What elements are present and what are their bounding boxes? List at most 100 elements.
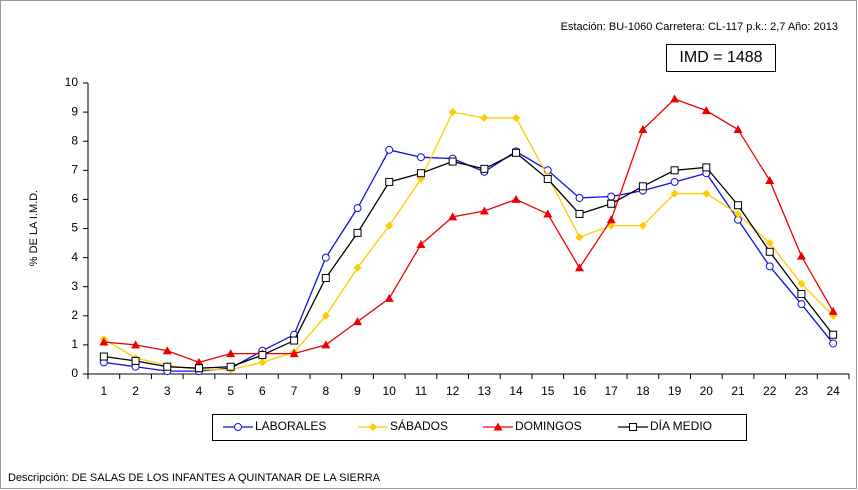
data-point bbox=[353, 263, 362, 272]
x-tick-label: 18 bbox=[636, 384, 650, 398]
data-point bbox=[638, 221, 647, 230]
data-point bbox=[99, 337, 109, 346]
data-point bbox=[702, 189, 711, 198]
y-tick-label: 10 bbox=[65, 75, 79, 89]
data-point bbox=[448, 157, 457, 166]
data-point bbox=[448, 108, 457, 117]
series-line bbox=[103, 98, 834, 364]
data-point bbox=[480, 164, 489, 173]
x-tick-label: 10 bbox=[383, 384, 397, 398]
legend-box bbox=[212, 414, 747, 441]
data-point bbox=[733, 125, 743, 134]
data-point bbox=[512, 113, 521, 122]
data-point bbox=[575, 209, 584, 218]
data-point bbox=[131, 356, 140, 365]
data-point bbox=[543, 209, 553, 218]
footer: Descripción: DE SALAS DE LOS INFANTES A … bbox=[8, 472, 381, 484]
data-point bbox=[353, 317, 363, 326]
x-tick-label: 5 bbox=[227, 384, 234, 398]
data-point bbox=[226, 349, 236, 358]
data-point bbox=[638, 125, 648, 134]
data-point bbox=[131, 340, 141, 349]
data-point bbox=[670, 166, 679, 175]
data-point bbox=[353, 228, 362, 237]
data-point bbox=[829, 339, 838, 348]
y-tick-label: 5 bbox=[71, 221, 78, 235]
legend-label: SÁBADOS bbox=[390, 418, 448, 433]
data-point bbox=[321, 311, 330, 320]
legend-label: DOMINGOS bbox=[515, 419, 582, 433]
legend-label: LABORALES bbox=[255, 419, 326, 433]
data-point bbox=[479, 206, 489, 215]
x-tick-label: 6 bbox=[259, 384, 266, 398]
x-tick-label: 22 bbox=[763, 384, 777, 398]
y-tick-label: 3 bbox=[71, 279, 78, 293]
y-tick-label: 7 bbox=[71, 162, 78, 176]
x-tick-label: 23 bbox=[795, 384, 809, 398]
data-point bbox=[162, 346, 172, 355]
data-point bbox=[543, 175, 552, 184]
data-point bbox=[163, 362, 172, 371]
data-point bbox=[702, 163, 711, 172]
y-tick-label: 6 bbox=[71, 192, 78, 206]
x-tick-label: 19 bbox=[668, 384, 682, 398]
data-point bbox=[765, 262, 774, 271]
data-point bbox=[829, 330, 838, 339]
data-point bbox=[321, 273, 330, 282]
x-tick-label: 3 bbox=[164, 384, 171, 398]
x-tick-label: 4 bbox=[196, 384, 203, 398]
series-line bbox=[103, 111, 834, 371]
y-tick-label: 4 bbox=[71, 250, 78, 264]
data-point bbox=[416, 153, 425, 162]
legend-marker bbox=[234, 423, 242, 431]
data-point bbox=[575, 233, 584, 242]
y-tick-label: 0 bbox=[71, 366, 78, 380]
data-point bbox=[796, 251, 806, 260]
x-tick-label: 15 bbox=[541, 384, 555, 398]
data-point bbox=[701, 106, 711, 115]
x-tick-label: 11 bbox=[415, 384, 428, 398]
annotation-box bbox=[666, 44, 776, 72]
legend-marker bbox=[493, 422, 503, 431]
data-point bbox=[797, 279, 806, 288]
data-point bbox=[575, 193, 584, 202]
data-point bbox=[797, 300, 806, 309]
y-tick-label: 1 bbox=[71, 337, 78, 351]
legend-marker bbox=[369, 423, 377, 431]
y-tick-label: 2 bbox=[71, 308, 78, 322]
data-point bbox=[797, 289, 806, 298]
data-point bbox=[670, 177, 679, 186]
x-tick-label: 16 bbox=[573, 384, 587, 398]
data-point bbox=[607, 199, 616, 208]
data-point bbox=[670, 94, 680, 103]
data-point bbox=[226, 362, 235, 371]
x-tick-label: 13 bbox=[478, 384, 492, 398]
data-point bbox=[194, 364, 203, 373]
x-tick-label: 8 bbox=[322, 384, 329, 398]
data-point bbox=[384, 293, 394, 302]
data-point bbox=[194, 357, 204, 366]
data-point bbox=[734, 201, 743, 210]
data-point bbox=[574, 263, 584, 272]
annotation: IMD = 1488 bbox=[679, 49, 762, 66]
x-tick-label: 24 bbox=[826, 384, 840, 398]
x-tick-label: 17 bbox=[605, 384, 619, 398]
legend-label: DÍA MEDIO bbox=[650, 418, 712, 433]
data-point bbox=[258, 358, 267, 367]
x-tick-label: 2 bbox=[132, 384, 139, 398]
legend-marker bbox=[629, 423, 637, 431]
data-point bbox=[289, 349, 299, 358]
data-point bbox=[606, 215, 616, 224]
data-point bbox=[765, 239, 774, 248]
data-point bbox=[416, 169, 425, 178]
data-point bbox=[353, 204, 362, 213]
y-tick-label: 8 bbox=[71, 133, 78, 147]
x-tick-label: 9 bbox=[354, 384, 361, 398]
x-tick-label: 14 bbox=[509, 384, 523, 398]
data-point bbox=[385, 177, 394, 186]
y-axis-label: % DE LA I.M.D. bbox=[28, 190, 40, 266]
data-point bbox=[385, 221, 394, 230]
